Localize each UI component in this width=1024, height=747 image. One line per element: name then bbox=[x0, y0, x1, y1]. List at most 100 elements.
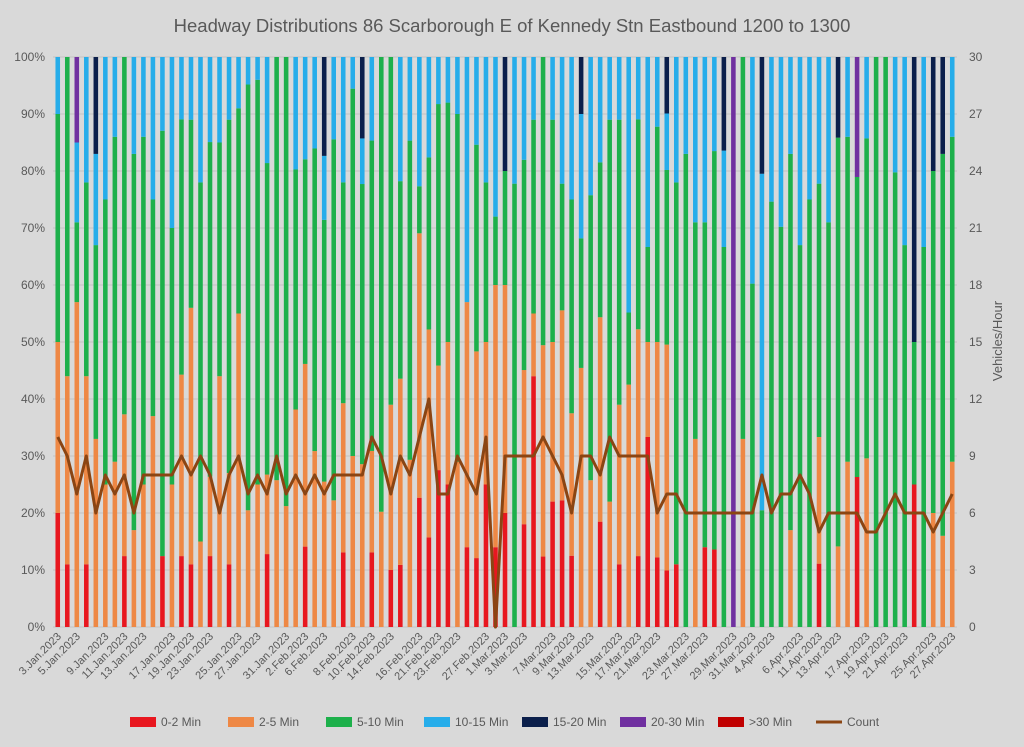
bar-segment bbox=[340, 552, 346, 627]
legend-swatch bbox=[718, 717, 744, 727]
bar-segment bbox=[835, 57, 841, 138]
bar-segment bbox=[721, 150, 727, 247]
bar-segment bbox=[873, 57, 879, 627]
bar-segment bbox=[169, 484, 175, 627]
bar-segment bbox=[150, 199, 156, 417]
legend-swatch bbox=[522, 717, 548, 727]
bar-segment bbox=[674, 57, 679, 183]
bar-segment bbox=[379, 57, 384, 512]
bar-segment bbox=[179, 119, 184, 375]
bar-segment bbox=[654, 557, 660, 627]
bar-segment bbox=[350, 456, 356, 627]
bar-segment bbox=[721, 247, 727, 627]
y2-tick-label: 21 bbox=[969, 221, 983, 235]
bar-segment bbox=[103, 484, 108, 627]
bar-segment bbox=[302, 159, 308, 364]
bar-segment bbox=[369, 57, 375, 141]
bar-segment bbox=[674, 182, 679, 565]
bar-segment bbox=[911, 342, 917, 485]
bar-segment bbox=[84, 182, 89, 377]
bar-segment bbox=[664, 169, 670, 345]
legend-label: >30 Min bbox=[749, 715, 792, 729]
bar-segment bbox=[759, 173, 765, 511]
bar-segment bbox=[578, 114, 584, 239]
bar-segment bbox=[388, 570, 394, 627]
bar-segment bbox=[635, 119, 641, 330]
bar-segment bbox=[236, 313, 241, 627]
bar-segment bbox=[188, 119, 194, 308]
bar-segment bbox=[417, 233, 422, 498]
bar-segment bbox=[531, 376, 536, 627]
y-tick-label: 70% bbox=[21, 221, 45, 235]
bar-segment bbox=[436, 365, 441, 471]
legend-label: 2-5 Min bbox=[259, 715, 299, 729]
bar-segment bbox=[626, 384, 631, 627]
bar-segment bbox=[84, 376, 89, 565]
bar-segment bbox=[464, 57, 470, 303]
bar-segment bbox=[236, 108, 241, 314]
bar-segment bbox=[645, 57, 651, 247]
bar-segment bbox=[84, 564, 89, 627]
bar-segment bbox=[302, 546, 308, 627]
bar-segment bbox=[816, 563, 822, 627]
x-axis: 3.Jan.20235.Jan.20239.Jan.202311.Jan.202… bbox=[17, 631, 958, 683]
bar-segment bbox=[226, 119, 232, 474]
bar-segment bbox=[426, 329, 432, 538]
legend-label: 5-10 Min bbox=[357, 715, 404, 729]
bar-segment bbox=[350, 57, 356, 89]
bar-segment bbox=[407, 459, 413, 627]
bar-segment bbox=[616, 404, 622, 565]
bar-segment bbox=[778, 226, 784, 628]
bar-segment bbox=[911, 57, 917, 342]
bar-segment bbox=[64, 564, 70, 627]
bar-segment bbox=[483, 57, 489, 183]
bar-segment bbox=[417, 497, 422, 627]
bar-segment bbox=[616, 57, 622, 120]
bar-segment bbox=[949, 461, 955, 627]
bar-segment bbox=[569, 57, 574, 200]
bar-segment bbox=[854, 477, 860, 627]
bar-segment bbox=[141, 136, 146, 485]
bar-segment bbox=[607, 501, 612, 627]
bar-segment bbox=[693, 438, 698, 627]
bar-segment bbox=[750, 57, 755, 284]
y2-tick-label: 0 bbox=[969, 620, 976, 634]
bar-segment bbox=[864, 458, 869, 627]
bar-segment bbox=[474, 558, 479, 627]
bar-segment bbox=[550, 119, 555, 342]
bar-segment bbox=[436, 104, 441, 366]
bar-segment bbox=[483, 484, 489, 627]
bar-segment bbox=[845, 57, 850, 137]
bar-segment bbox=[445, 484, 451, 627]
bar-segment bbox=[388, 404, 394, 570]
bar-segment bbox=[540, 556, 546, 627]
bar-segment bbox=[340, 57, 346, 183]
bar-segment bbox=[359, 138, 365, 185]
count-line bbox=[56, 397, 954, 629]
bar-segment bbox=[531, 57, 536, 120]
bar-segment bbox=[721, 57, 727, 151]
bar-segment bbox=[464, 302, 470, 548]
bar-segment bbox=[426, 157, 432, 330]
bar-segment bbox=[293, 57, 298, 170]
bar-segment bbox=[55, 114, 61, 342]
bar-segment bbox=[616, 119, 622, 405]
bar-segment bbox=[264, 554, 270, 627]
bar-segment bbox=[597, 162, 603, 318]
bar-segment bbox=[84, 57, 89, 183]
bar-segment bbox=[607, 119, 612, 502]
bar-segment bbox=[559, 310, 565, 501]
bar-segment bbox=[645, 247, 651, 342]
bar-segment bbox=[740, 57, 746, 439]
bar-segment bbox=[198, 182, 203, 542]
legend-swatch bbox=[620, 717, 646, 727]
bar-segment bbox=[664, 57, 670, 114]
bar-segment bbox=[255, 57, 260, 80]
bar-segment bbox=[207, 142, 213, 477]
bar-segment bbox=[578, 367, 584, 627]
bar-segment bbox=[245, 84, 251, 511]
bar-segment bbox=[626, 312, 631, 385]
bar-segment bbox=[493, 285, 498, 548]
bar-segment bbox=[474, 144, 479, 352]
